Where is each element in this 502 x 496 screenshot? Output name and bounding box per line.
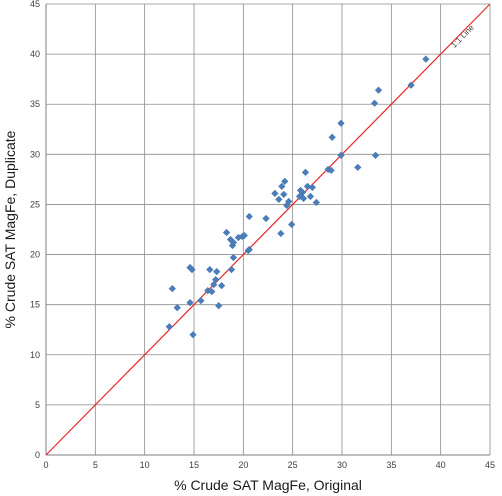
x-tick-label: 40 bbox=[436, 460, 446, 470]
y-tick-label: 15 bbox=[30, 300, 40, 310]
x-tick-label: 45 bbox=[485, 460, 495, 470]
y-tick-label: 10 bbox=[30, 350, 40, 360]
data-point bbox=[306, 192, 315, 201]
data-point bbox=[188, 265, 196, 274]
y-tick-label: 25 bbox=[30, 199, 40, 209]
data-point bbox=[374, 86, 383, 94]
data-point bbox=[299, 194, 308, 203]
y-tick-label: 20 bbox=[30, 250, 40, 260]
data-point bbox=[213, 267, 221, 276]
data-point bbox=[240, 231, 249, 240]
data-point bbox=[301, 168, 310, 177]
data-point bbox=[222, 228, 231, 237]
y-tick-label: 30 bbox=[30, 149, 40, 159]
data-point bbox=[212, 275, 220, 284]
data-points bbox=[165, 55, 430, 339]
data-point bbox=[245, 245, 253, 254]
data-point bbox=[280, 190, 288, 199]
data-point bbox=[303, 182, 312, 191]
data-point bbox=[214, 301, 223, 310]
data-point bbox=[287, 220, 296, 229]
data-point bbox=[271, 189, 279, 198]
data-point bbox=[422, 55, 430, 63]
y-tick-label: 0 bbox=[35, 450, 40, 460]
x-tick-label: 5 bbox=[93, 460, 98, 470]
data-point bbox=[275, 195, 283, 204]
y-tick-label: 40 bbox=[30, 49, 40, 59]
data-point bbox=[197, 296, 205, 305]
data-point bbox=[168, 284, 176, 293]
data-point bbox=[229, 253, 238, 262]
x-axis-title: % Crude SAT MagFe, Original bbox=[174, 477, 362, 493]
reference-line bbox=[45, 3, 491, 456]
data-point bbox=[229, 238, 238, 247]
data-point bbox=[371, 151, 380, 160]
y-axis-ticks: 0 5 10 15 20 25 30 35 40 45 bbox=[30, 0, 40, 460]
data-point bbox=[370, 99, 379, 107]
data-point bbox=[262, 214, 270, 223]
data-point bbox=[206, 265, 214, 274]
data-point bbox=[281, 177, 289, 186]
x-tick-label: 25 bbox=[288, 460, 298, 470]
data-point bbox=[407, 81, 415, 89]
x-tick-label: 35 bbox=[386, 460, 396, 470]
data-point bbox=[337, 119, 345, 127]
data-point bbox=[328, 133, 336, 141]
x-tick-label: 0 bbox=[43, 460, 48, 470]
data-point bbox=[208, 287, 216, 296]
data-point bbox=[189, 331, 197, 339]
data-point bbox=[312, 198, 321, 207]
y-axis-title: % Crude SAT MagFe, Duplicate bbox=[2, 130, 18, 328]
data-point bbox=[227, 265, 236, 274]
data-point bbox=[165, 323, 174, 331]
data-point bbox=[245, 212, 253, 221]
data-point bbox=[285, 197, 293, 206]
data-point bbox=[217, 281, 226, 290]
x-tick-label: 15 bbox=[189, 460, 199, 470]
data-point bbox=[186, 298, 194, 307]
data-point bbox=[204, 286, 212, 295]
data-point bbox=[173, 303, 181, 312]
y-tick-label: 45 bbox=[30, 0, 40, 9]
one-to-one-line bbox=[45, 3, 491, 456]
y-tick-label: 35 bbox=[30, 99, 40, 109]
y-tick-label: 5 bbox=[35, 400, 40, 410]
data-point bbox=[337, 151, 345, 160]
x-axis-ticks: 0 5 10 15 20 25 30 35 40 45 bbox=[43, 460, 495, 470]
data-point bbox=[308, 183, 317, 192]
x-tick-label: 10 bbox=[140, 460, 150, 470]
data-point bbox=[278, 182, 286, 191]
grid-lines bbox=[45, 3, 491, 456]
x-tick-label: 30 bbox=[337, 460, 347, 470]
x-tick-label: 20 bbox=[238, 460, 248, 470]
data-point bbox=[327, 166, 335, 175]
data-point bbox=[277, 229, 285, 238]
data-point bbox=[354, 163, 362, 172]
